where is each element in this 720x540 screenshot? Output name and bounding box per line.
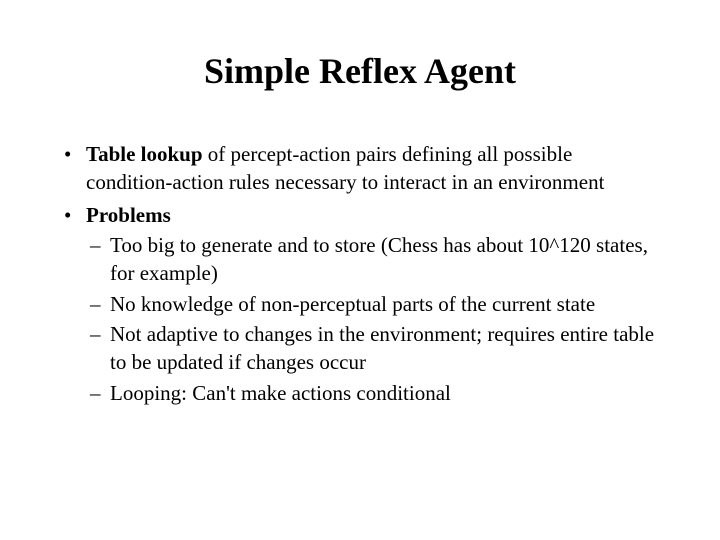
bullet-item: Table lookup of percept-action pairs def… xyxy=(60,140,660,197)
slide-title: Simple Reflex Agent xyxy=(60,50,660,92)
bullet-item: Problems Too big to generate and to stor… xyxy=(60,201,660,407)
sub-bullet-item: Looping: Can't make actions conditional xyxy=(86,379,660,407)
bullet-list: Table lookup of percept-action pairs def… xyxy=(60,140,660,407)
slide: Simple Reflex Agent Table lookup of perc… xyxy=(0,0,720,540)
sub-bullet-item: No knowledge of non-perceptual parts of … xyxy=(86,290,660,318)
bullet-bold-lead: Table lookup xyxy=(86,142,203,166)
sub-bullet-list: Too big to generate and to store (Chess … xyxy=(86,231,660,407)
bullet-bold-lead: Problems xyxy=(86,203,171,227)
sub-bullet-item: Not adaptive to changes in the environme… xyxy=(86,320,660,377)
sub-bullet-item: Too big to generate and to store (Chess … xyxy=(86,231,660,288)
